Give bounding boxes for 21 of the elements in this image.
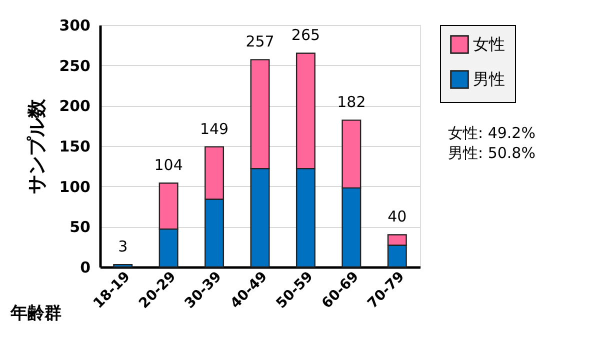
y-tick-label: 250 — [59, 56, 90, 75]
y-tick-label: 0 — [80, 258, 90, 276]
total-label: 149 — [200, 120, 229, 138]
total-label: 257 — [246, 32, 274, 51]
y-tick-label: 300 — [59, 16, 90, 34]
bar — [113, 264, 133, 268]
total-label: 265 — [291, 26, 320, 44]
total-label: 3 — [118, 238, 128, 256]
total-label: 182 — [337, 93, 366, 112]
total-label: 104 — [154, 156, 183, 174]
total-label: 40 — [388, 208, 407, 226]
y-tick-label: 150 — [59, 138, 90, 156]
text: 男性: 50.8% — [448, 144, 536, 162]
text: 女性: 49.2% — [448, 124, 536, 142]
legend-label: 女性 — [473, 34, 505, 54]
y-tick-label: 100 — [59, 178, 90, 196]
y-tick-label: 50 — [70, 218, 90, 236]
legend-label: 男性 — [473, 70, 505, 88]
y-axis-title: サンプル数 — [26, 98, 48, 194]
y-tick-label: 200 — [59, 97, 90, 116]
x-axis-title: 年齢群 — [10, 304, 62, 324]
